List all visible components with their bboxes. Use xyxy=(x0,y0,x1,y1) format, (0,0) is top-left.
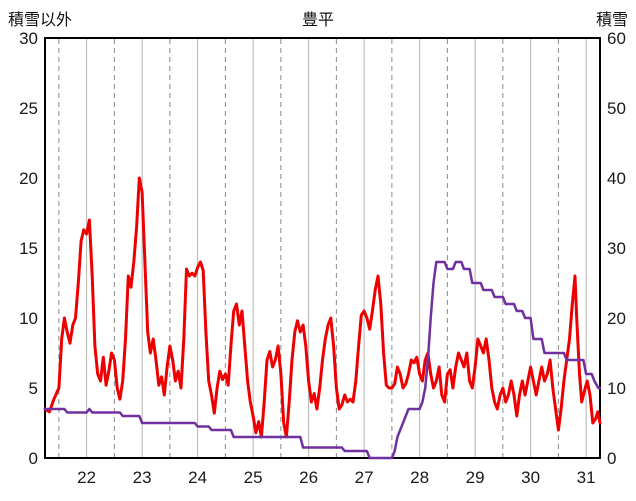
x-axis-tick-label: 25 xyxy=(244,468,263,487)
left-axis-tick-label: 25 xyxy=(19,99,38,118)
left-axis-tick-label: 5 xyxy=(29,379,38,398)
plot-border xyxy=(44,37,601,459)
right-axis-tick-label: 20 xyxy=(607,309,626,328)
left-axis-tick-label: 10 xyxy=(19,309,38,328)
right-axis-tick-label: 0 xyxy=(607,449,616,468)
x-axis-tick-label: 22 xyxy=(77,468,96,487)
x-axis-tick-label: 29 xyxy=(466,468,485,487)
right-axis-tick-label: 30 xyxy=(607,239,626,258)
right-axis-tick-label: 50 xyxy=(607,99,626,118)
x-axis-tick-label: 31 xyxy=(577,468,596,487)
x-axis-tick-label: 28 xyxy=(410,468,429,487)
snow-depth-line xyxy=(43,260,602,460)
x-axis-tick-label: 26 xyxy=(299,468,318,487)
left-axis-title: 積雪以外 xyxy=(8,12,73,29)
left-axis-tick-label: 30 xyxy=(19,29,38,48)
x-axis-tick-label: 27 xyxy=(355,468,374,487)
left-axis-tick-label: 20 xyxy=(19,169,38,188)
left-axis-tick-label: 15 xyxy=(19,239,38,258)
x-axis-tick-label: 23 xyxy=(133,468,152,487)
chart-title: 豊平 xyxy=(301,12,334,29)
right-axis-title: 積雪 xyxy=(595,12,628,29)
non-snow-line xyxy=(43,176,602,439)
x-axis-tick-label: 24 xyxy=(188,468,207,487)
right-axis-tick-label: 40 xyxy=(607,169,626,188)
left-axis-tick-label: 0 xyxy=(29,449,38,468)
right-axis-tick-label: 60 xyxy=(607,29,626,48)
x-axis-tick-label: 30 xyxy=(521,468,540,487)
right-axis-tick-label: 10 xyxy=(607,379,626,398)
